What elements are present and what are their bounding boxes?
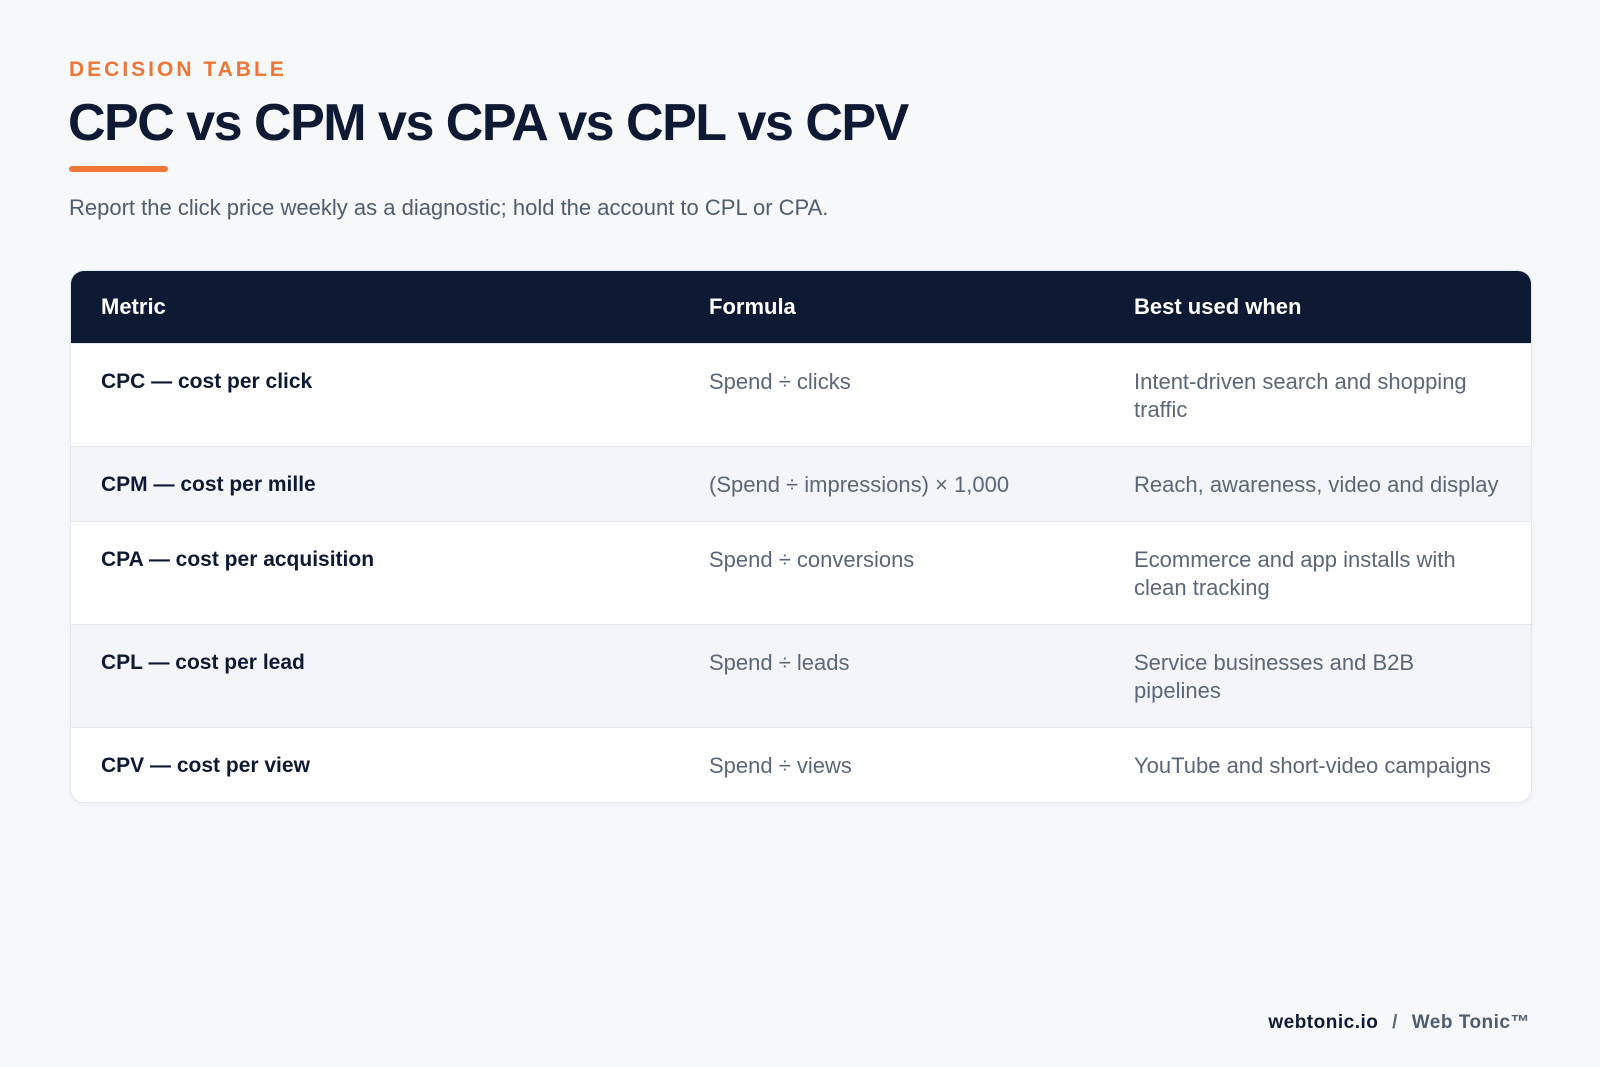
eyebrow-label: DECISION TABLE (69, 58, 287, 81)
footer-separator: / (1392, 1012, 1398, 1033)
metric-cell: CPV — cost per view (101, 754, 310, 777)
title-accent-bar (69, 166, 168, 172)
table-row: CPV — cost per view Spend ÷ views YouTub… (71, 727, 1531, 802)
page-subtitle: Report the click price weekly as a diagn… (69, 195, 829, 220)
best-used-when-cell: Intent-driven search and shopping traffi… (1134, 369, 1467, 422)
column-header-formula: Formula (709, 294, 796, 319)
footer-site: webtonic.io (1268, 1012, 1379, 1033)
metric-cell: CPM — cost per mille (101, 473, 316, 496)
best-used-when-cell: Service businesses and B2B pipelines (1134, 650, 1415, 703)
formula-cell: Spend ÷ clicks (709, 369, 851, 394)
formula-cell: (Spend ÷ impressions) × 1,000 (709, 472, 1010, 497)
decision-table: Metric Formula Best used when CPC — cost… (70, 270, 1532, 803)
formula-cell: Spend ÷ conversions (709, 547, 915, 572)
table-row: CPL — cost per lead Spend ÷ leads Servic… (71, 624, 1531, 727)
table-row: CPM — cost per mille (Spend ÷ impression… (71, 446, 1531, 521)
table-row: CPA — cost per acquisition Spend ÷ conve… (71, 521, 1531, 624)
column-header-metric: Metric (101, 294, 166, 319)
column-header-best-used-when: Best used when (1134, 294, 1302, 319)
table-row: CPC — cost per click Spend ÷ clicks Inte… (71, 343, 1531, 446)
metric-cell: CPL — cost per lead (101, 651, 305, 674)
best-used-when-cell: Reach, awareness, video and display (1134, 472, 1499, 497)
metric-cell: CPA — cost per acquisition (101, 548, 375, 571)
footer-brand: Web Tonic™ (1411, 1012, 1530, 1033)
metric-cell: CPC — cost per click (101, 370, 313, 393)
formula-cell: Spend ÷ views (709, 753, 852, 778)
table-header-row: Metric Formula Best used when (71, 271, 1531, 343)
best-used-when-cell: Ecommerce and app installs with clean tr… (1134, 547, 1456, 600)
best-used-when-cell: YouTube and short-video campaigns (1134, 753, 1491, 778)
footer-credit: webtonic.io / Web Tonic™ (1268, 1012, 1530, 1034)
formula-cell: Spend ÷ leads (709, 650, 850, 675)
page-title: CPC vs CPM vs CPA vs CPL vs CPV (68, 94, 909, 152)
